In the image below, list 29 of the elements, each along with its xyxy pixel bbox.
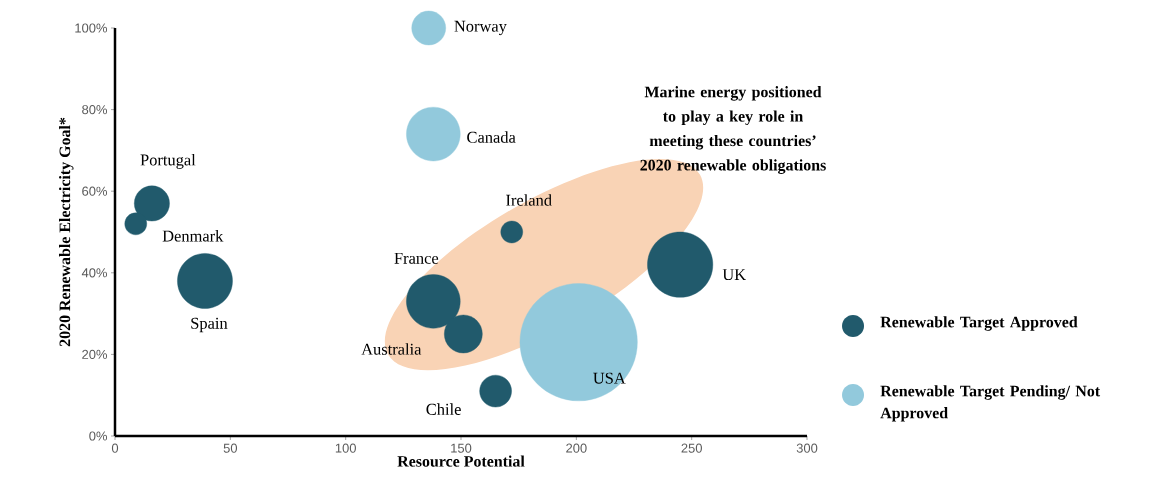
annotation: Chile <box>426 403 461 415</box>
x-axis-title: Resource Potential <box>397 455 525 467</box>
annotation: Denmark <box>162 230 224 242</box>
annotation: Marine energy positioned to play a key role in meeting these countries’ 2020 renewable obligations <box>640 86 826 174</box>
x-tick-label: 50 <box>223 443 238 453</box>
x-tick-label: 0 <box>111 443 119 453</box>
x-tick-label: 300 <box>796 443 818 453</box>
annotation: Ireland <box>506 194 552 206</box>
y-tick-label: 20% <box>82 349 108 359</box>
annotation: USA <box>593 372 626 384</box>
y-tick-label: 0% <box>89 431 108 441</box>
annotation: Norway <box>454 20 507 36</box>
x-tick-label: 250 <box>681 443 702 453</box>
y-tick-label: 100% <box>75 23 108 33</box>
legend-label: Renewable Target Approved <box>880 316 1078 331</box>
x-tick-label: 150 <box>451 443 472 453</box>
annotation: Portugal <box>140 153 196 169</box>
annotation: Australia <box>361 343 422 355</box>
y-axis-title: 2020 Renewable Electricity Goal* <box>59 117 74 347</box>
x-tick-label: 200 <box>566 443 587 453</box>
x-tick-label: 100 <box>335 443 356 453</box>
legend-label: Renewable Target Pending/ Not Approved <box>880 385 1101 422</box>
y-tick-label: 80% <box>82 105 108 115</box>
y-tick-label: 40% <box>81 268 108 278</box>
annotation: Spain <box>191 317 228 333</box>
annotation: Canada <box>467 131 516 143</box>
annotation: France <box>394 252 439 264</box>
y-tick-label: 60% <box>82 186 108 196</box>
annotation: UK <box>722 269 746 281</box>
